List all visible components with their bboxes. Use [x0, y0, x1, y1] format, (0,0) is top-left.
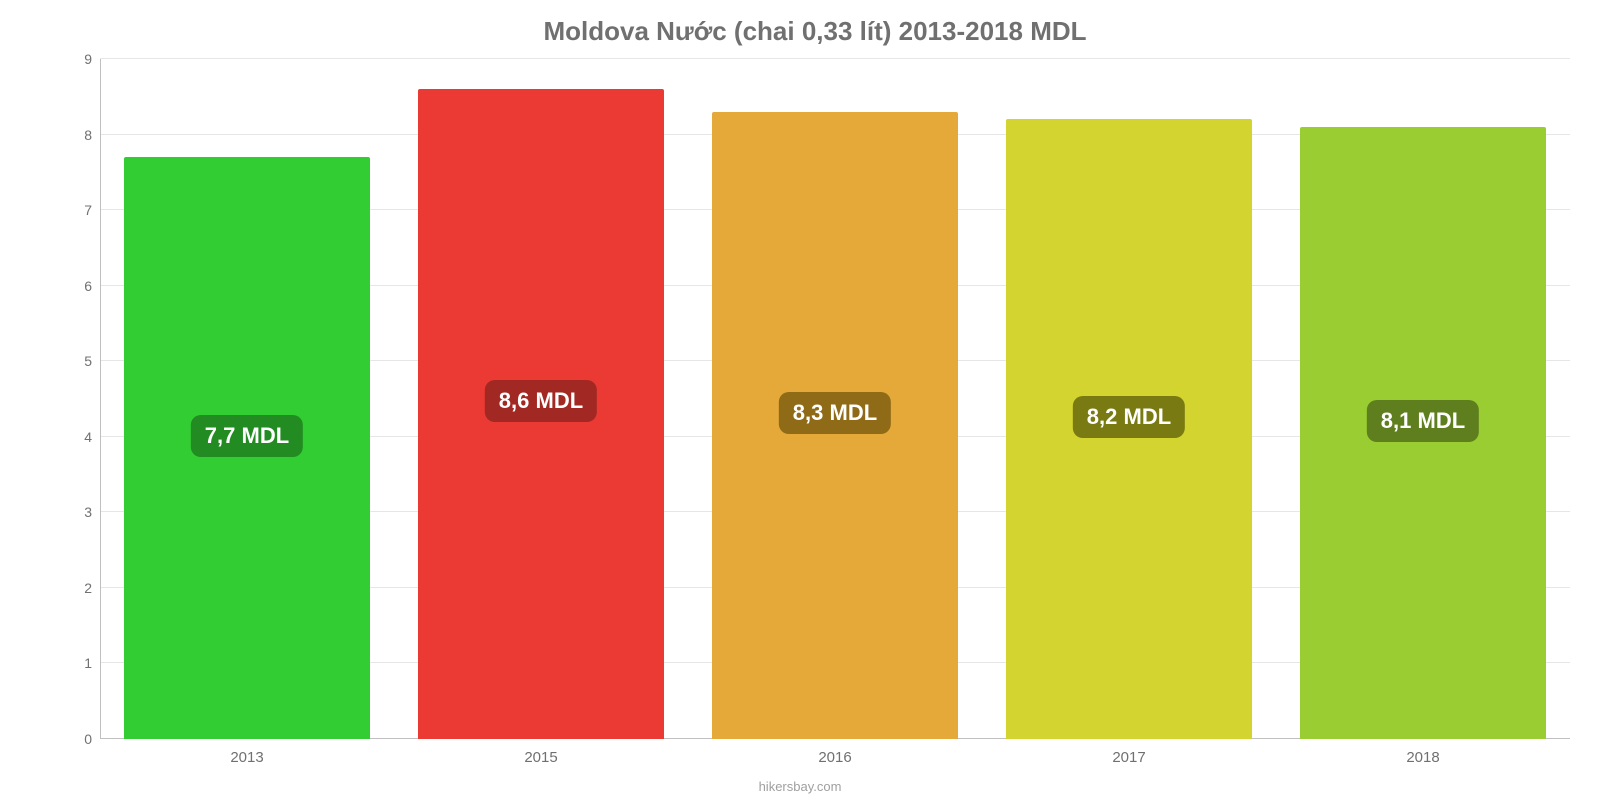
bar-slot: 8,6 MDL	[394, 59, 688, 739]
y-tick-label: 8	[84, 127, 92, 143]
x-tick-label: 2013	[100, 749, 394, 766]
x-tick-label: 2016	[688, 749, 982, 766]
bar-value-label: 8,2 MDL	[1073, 396, 1185, 438]
y-tick-label: 4	[84, 429, 92, 445]
y-tick-label: 3	[84, 504, 92, 520]
bar: 8,1 MDL	[1300, 127, 1547, 739]
x-tick-label: 2018	[1276, 749, 1570, 766]
y-tick-label: 6	[84, 278, 92, 294]
bar-slot: 8,2 MDL	[982, 59, 1276, 739]
bar-chart: Moldova Nước (chai 0,33 lít) 2013-2018 M…	[0, 0, 1600, 800]
y-tick-label: 5	[84, 353, 92, 369]
bar-slot: 8,1 MDL	[1276, 59, 1570, 739]
y-tick-label: 7	[84, 202, 92, 218]
bars-container: 7,7 MDL 8,6 MDL 8,3 MDL 8,2 MDL 8,1 MDL	[100, 59, 1570, 739]
x-tick-label: 2017	[982, 749, 1276, 766]
bar-value-label: 8,6 MDL	[485, 380, 597, 422]
y-axis: 0123456789	[60, 59, 100, 739]
bar: 7,7 MDL	[124, 157, 371, 739]
y-tick-label: 2	[84, 580, 92, 596]
bar: 8,2 MDL	[1006, 119, 1253, 739]
bar-slot: 8,3 MDL	[688, 59, 982, 739]
x-axis-labels: 20132015201620172018	[100, 749, 1570, 766]
bar-value-label: 8,1 MDL	[1367, 400, 1479, 442]
chart-title: Moldova Nước (chai 0,33 lít) 2013-2018 M…	[60, 10, 1570, 59]
bar: 8,3 MDL	[712, 112, 959, 739]
credit-text: hikersbay.com	[0, 779, 1600, 794]
bar: 8,6 MDL	[418, 89, 665, 739]
x-tick-label: 2015	[394, 749, 688, 766]
bar-slot: 7,7 MDL	[100, 59, 394, 739]
plot-area: 0123456789 7,7 MDL8,6 MDL8,3 MDL8,2 MDL8…	[60, 59, 1570, 739]
bar-value-label: 7,7 MDL	[191, 415, 303, 457]
y-tick-label: 1	[84, 655, 92, 671]
bar-value-label: 8,3 MDL	[779, 392, 891, 434]
y-tick-label: 9	[84, 51, 92, 67]
y-tick-label: 0	[84, 731, 92, 747]
